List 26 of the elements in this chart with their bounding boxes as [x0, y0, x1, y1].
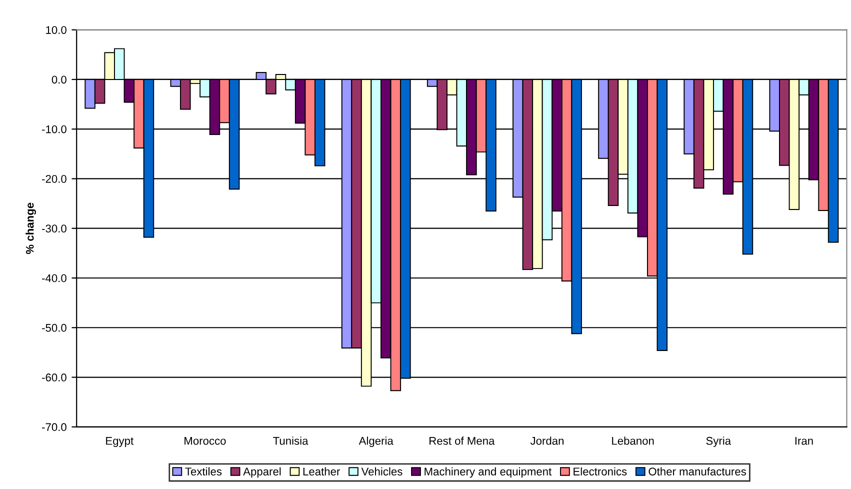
x-tick-label: Egypt: [106, 437, 134, 447]
x-tick-label: Algeria: [358, 436, 394, 447]
legend-label: Leather: [303, 467, 340, 476]
legend-label: Machinery and equipment: [424, 467, 552, 478]
y-tick-label: -30.0: [42, 224, 66, 232]
y-tick-label: 10.0: [46, 26, 66, 34]
y-tick-label: -20.0: [42, 174, 66, 183]
x-tick-label: Tunisia: [273, 436, 308, 445]
x-tick-label: Lebanon: [612, 436, 654, 445]
legend-label: Electronics: [574, 467, 627, 476]
y-tick-label: -70.0: [42, 423, 66, 432]
x-tick-label: Syria: [706, 436, 732, 447]
legend-label: Apparel: [243, 467, 281, 478]
x-tick-label: Jordan: [530, 436, 564, 445]
y-tick-label: -60.0: [42, 374, 66, 382]
y-tick-label: -40.0: [42, 274, 66, 282]
y-axis-title: % change: [26, 202, 36, 254]
legend-label: Vehicles: [361, 467, 402, 476]
y-tick-label: -10.0: [42, 125, 66, 134]
y-tick-label: -50.0: [42, 324, 66, 332]
x-tick-label: Iran: [795, 437, 813, 445]
legend-label: Textiles: [185, 467, 222, 476]
y-tick-label: 0.0: [52, 76, 66, 84]
x-tick-label: Morocco: [184, 437, 226, 445]
x-tick-label: Rest of Mena: [430, 436, 495, 445]
legend-label: Other manufactures: [648, 467, 746, 476]
